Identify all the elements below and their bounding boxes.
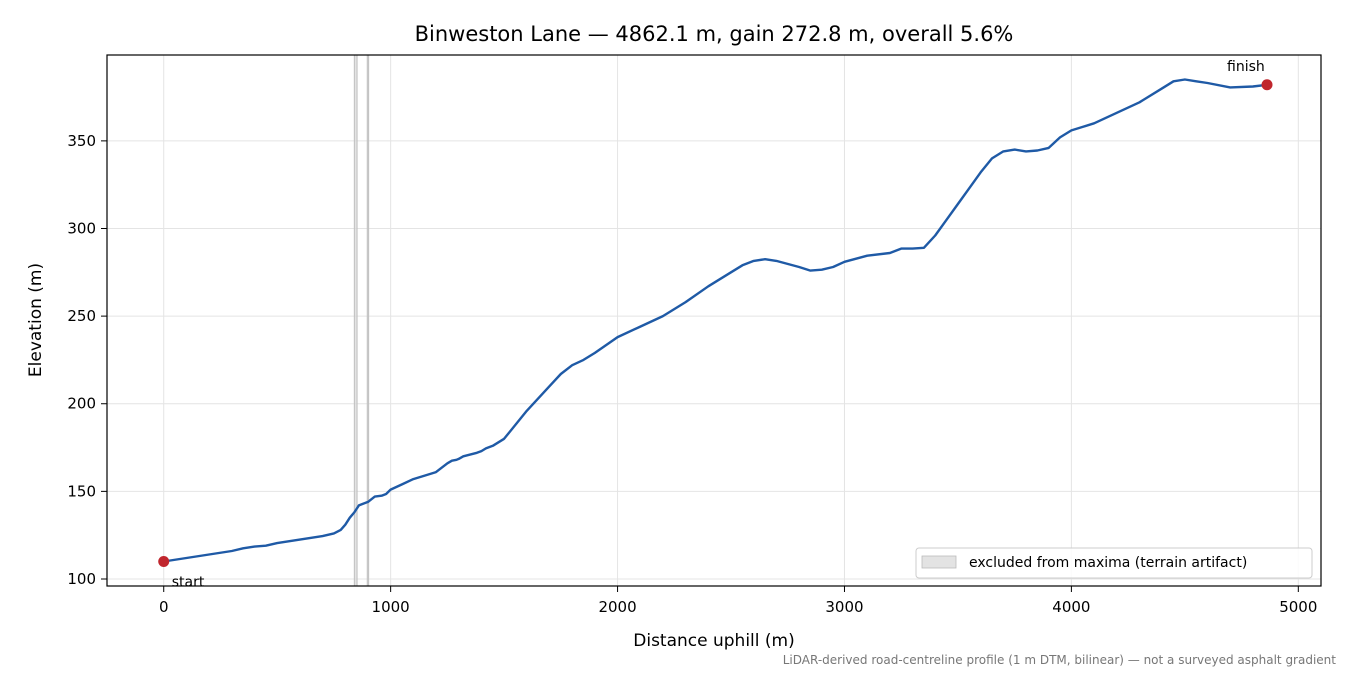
excluded-bands <box>353 55 370 586</box>
x-tick-label-5: 5000 <box>1279 598 1317 616</box>
footnote: LiDAR-derived road-centreline profile (1… <box>783 653 1337 667</box>
series-line-0 <box>162 78 1269 563</box>
y-axis-label: Elevation (m) <box>26 263 46 377</box>
y-tick-label-5: 350 <box>67 132 96 150</box>
plot-frame <box>106 54 1322 587</box>
x-tick-label-1: 1000 <box>372 598 410 616</box>
y-tick-label-2: 200 <box>67 395 96 413</box>
x-tick-label-3: 3000 <box>825 598 863 616</box>
legend: excluded from maxima (terrain artifact) <box>915 547 1313 579</box>
grid-layer <box>107 55 1321 586</box>
series-layer <box>162 78 1269 563</box>
x-tick-label-4: 4000 <box>1052 598 1090 616</box>
y-tick-label-4: 300 <box>67 219 96 237</box>
endpoint-markers: start finish <box>158 59 1273 590</box>
start-marker <box>158 555 170 567</box>
chart-title: Binweston Lane — 4862.1 m, gain 272.8 m,… <box>415 22 1014 46</box>
legend-box <box>915 547 1313 579</box>
excluded-band-1 <box>367 55 369 586</box>
y-tick-label-3: 250 <box>67 307 96 325</box>
excluded-band-0 <box>354 55 358 586</box>
finish-marker <box>1261 79 1273 91</box>
x-tick-label-2: 2000 <box>598 598 636 616</box>
legend-swatch-excluded <box>921 555 957 569</box>
y-tick-label-1: 150 <box>67 482 96 500</box>
x-tick-label-0: 0 <box>159 598 169 616</box>
start-label: start <box>172 574 205 590</box>
finish-label: finish <box>1227 59 1265 75</box>
x-axis-label: Distance uphill (m) <box>633 631 794 651</box>
axis-ticks: 0 1000 2000 3000 4000 5000 100 150 200 250 300 350 <box>67 132 1317 616</box>
y-tick-label-0: 100 <box>67 570 96 588</box>
legend-entry-excluded: excluded from maxima (terrain artifact) <box>969 555 1247 571</box>
